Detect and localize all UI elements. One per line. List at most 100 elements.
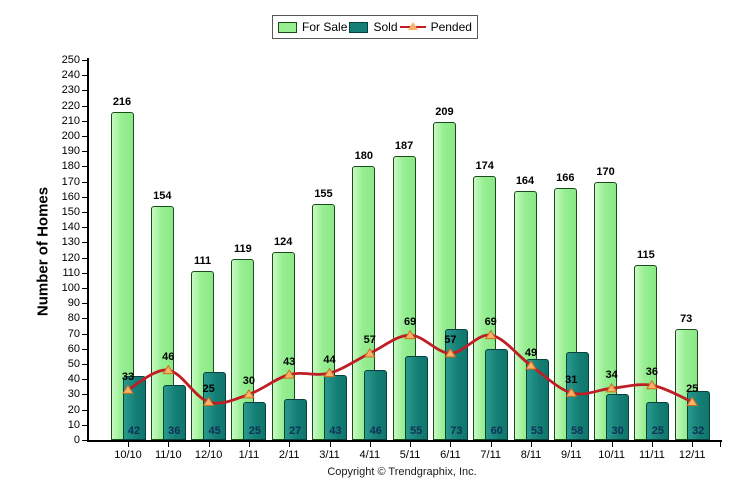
y-tick-label: 60 [67, 342, 80, 355]
y-tick [82, 440, 87, 441]
forsale-value-label: 209 [435, 106, 454, 119]
y-tick-label: 30 [67, 388, 80, 401]
y-tick-label: 70 [67, 327, 80, 340]
pended-line-icon [399, 22, 426, 32]
pended-value-label: 44 [323, 354, 336, 367]
y-tick-label: 50 [67, 358, 80, 370]
y-tick [82, 394, 87, 396]
forsale-value-label: 119 [234, 243, 252, 256]
pended-value-label: 69 [403, 316, 417, 329]
forsale-value-label: 174 [475, 159, 494, 172]
y-tick-label: 210 [61, 114, 80, 127]
forsale-value-label: 180 [354, 150, 373, 163]
pended-value-label: 36 [645, 366, 659, 379]
sold-value-label: 43 [329, 425, 342, 437]
x-tick [248, 442, 250, 447]
x-tick-label: 11/10 [154, 449, 182, 461]
forsale-value-label: 155 [314, 188, 333, 201]
pended-value-label: 31 [565, 373, 578, 386]
y-tick-label: 80 [67, 312, 80, 325]
forsale-value-label: 154 [153, 189, 172, 202]
x-tick [450, 442, 452, 447]
y-tick-label: 150 [61, 206, 80, 218]
sold-value-label: 60 [490, 425, 503, 437]
x-tick-label: 9/11 [561, 449, 582, 461]
y-tick-label: 240 [61, 69, 80, 82]
y-tick [82, 196, 87, 198]
x-tick [490, 442, 492, 447]
y-tick-label: 10 [67, 418, 80, 431]
y-tick [82, 424, 87, 426]
x-tick-label: 2/11 [278, 449, 300, 461]
y-tick [82, 348, 87, 350]
y-tick [82, 242, 87, 244]
x-tick-label: 3/11 [319, 449, 340, 461]
x-tick-label: 12/10 [194, 449, 223, 461]
copyright-text: Copyright © Trendgraphix, Inc. [327, 466, 477, 478]
x-tick [410, 442, 412, 447]
pended-value-label: 33 [121, 370, 135, 383]
x-tick [651, 442, 653, 447]
y-tick-label: 160 [61, 190, 80, 203]
sold-value-label: 42 [127, 425, 141, 437]
y-tick [82, 75, 87, 77]
y-tick-label: 230 [61, 84, 80, 97]
y-tick-label: 170 [61, 175, 80, 188]
forsale-value-label: 115 [637, 249, 655, 262]
pended-value-label: 69 [484, 316, 497, 329]
y-tick [82, 333, 87, 335]
pended-value-label: 43 [283, 355, 296, 368]
y-tick-label: 130 [61, 236, 80, 249]
x-tick [208, 442, 210, 447]
x-tick-label: 4/11 [359, 449, 381, 461]
y-tick [82, 105, 87, 107]
sold-value-label: 58 [571, 425, 584, 437]
sold-value-label: 25 [651, 425, 665, 437]
x-tick-label: 10/11 [598, 449, 625, 461]
x-tick-label: 5/11 [399, 449, 421, 461]
y-tick [82, 257, 87, 259]
x-tick [571, 442, 573, 447]
sold-value-label: 73 [450, 425, 463, 437]
y-tick [82, 409, 87, 411]
y-tick [82, 303, 87, 305]
legend-item-for-sale: For Sale [278, 20, 347, 34]
y-tick [82, 272, 87, 274]
sold-value-label: 53 [530, 425, 544, 437]
y-tick-label: 200 [61, 130, 80, 142]
y-tick-label: 250 [61, 54, 80, 66]
y-axis-line [87, 58, 89, 442]
sold-value-label: 36 [168, 425, 181, 437]
y-tick [82, 379, 87, 381]
y-tick-label: 180 [61, 160, 80, 173]
pended-value-label: 46 [162, 351, 175, 364]
y-tick [82, 60, 87, 61]
forsale-value-label: 124 [274, 235, 293, 248]
y-tick-label: 90 [67, 297, 80, 310]
pended-value-label: 34 [605, 369, 618, 382]
x-tick [611, 442, 613, 447]
forsale-value-label: 166 [556, 171, 575, 184]
forsale-value-label: 170 [596, 165, 615, 178]
sold-value-label: 45 [208, 425, 221, 437]
y-tick [82, 181, 87, 183]
legend-item-pended: Pended [399, 20, 472, 34]
legend: For Sale Sold Pended [272, 15, 478, 39]
forsale-value-label: 73 [680, 313, 693, 326]
y-tick [82, 364, 87, 365]
x-tick [369, 442, 371, 447]
sold-value-label: 55 [409, 425, 423, 437]
forsale-value-label: 164 [515, 174, 535, 187]
y-tick-label: 100 [61, 282, 80, 294]
y-tick [82, 166, 87, 168]
x-axis-line [87, 440, 722, 442]
x-tick-label: 1/11 [238, 449, 260, 461]
y-tick [82, 136, 87, 137]
x-tick [329, 442, 331, 447]
x-tick [531, 442, 532, 447]
legend-item-sold: Sold [349, 20, 398, 34]
y-tick [82, 212, 87, 213]
y-tick-label: 110 [62, 266, 80, 279]
y-tick-label: 40 [67, 373, 80, 386]
